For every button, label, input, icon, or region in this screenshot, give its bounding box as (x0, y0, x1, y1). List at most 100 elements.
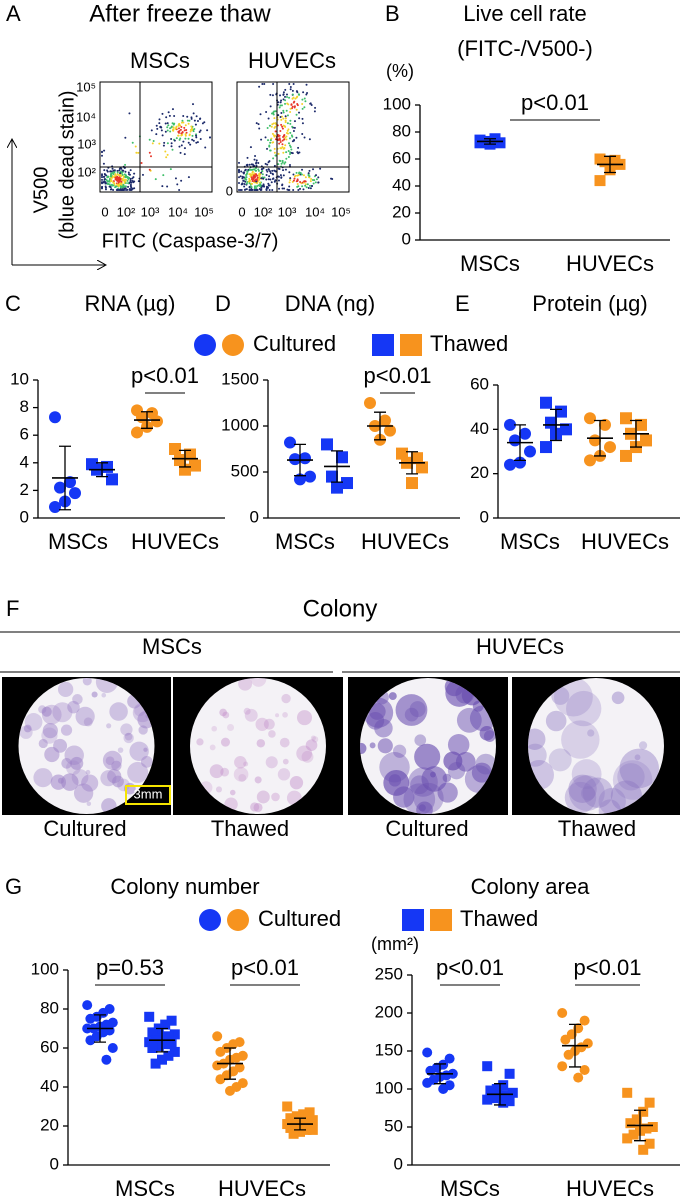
colony-blob (220, 767, 230, 777)
event-dot (270, 181, 273, 184)
event-dot (295, 180, 298, 183)
data-point (326, 470, 338, 483)
event-dot (299, 181, 302, 184)
colony-blob (475, 753, 496, 775)
event-dot (261, 83, 264, 85)
event-dot (116, 169, 119, 172)
event-dot (285, 135, 288, 138)
colony-blob (120, 723, 133, 736)
data-point (579, 1065, 590, 1075)
colony-blob (282, 711, 288, 718)
event-dot (195, 136, 198, 139)
y-tick-label: 80 (40, 998, 59, 1017)
data-point (82, 1000, 93, 1011)
event-dot (248, 182, 251, 185)
event-dot (282, 98, 285, 101)
event-dot (112, 184, 115, 187)
event-dot (266, 163, 269, 166)
event-dot (126, 179, 129, 182)
event-dot (161, 185, 164, 188)
legend-marker (194, 334, 216, 356)
event-dot (308, 169, 311, 172)
event-dot (287, 150, 290, 153)
event-dot (305, 186, 308, 189)
event-dot (269, 170, 272, 173)
event-dot (291, 105, 294, 108)
data-point (498, 1097, 509, 1108)
event-dot (308, 175, 311, 178)
colony-blob (127, 761, 149, 783)
event-dot (277, 138, 280, 141)
colony-blob (566, 690, 602, 727)
event-dot (127, 182, 130, 185)
event-dot (162, 144, 165, 147)
data-point (215, 1046, 226, 1057)
colony-blob (561, 720, 600, 759)
colony-blob (256, 790, 270, 804)
event-dot (297, 93, 300, 96)
event-dot (295, 96, 298, 99)
event-dot (303, 136, 306, 139)
event-dot (305, 83, 308, 86)
chart: G Colony number 0 20 40 60 80 100 MSCs HUVECs p=0.… (5, 874, 330, 1201)
colony-blob (254, 776, 262, 784)
data-point (640, 434, 652, 447)
event-dot (102, 162, 105, 165)
event-dot (255, 178, 258, 181)
event-dot (178, 138, 181, 141)
event-dot (114, 185, 117, 188)
dish (528, 678, 664, 814)
event-dot (137, 180, 140, 183)
panel-title: Colony (303, 595, 378, 622)
colony-blob (305, 739, 318, 751)
colony-blob (296, 710, 313, 726)
event-dot (238, 182, 240, 185)
event-dot (257, 169, 260, 172)
data-point (150, 1058, 161, 1069)
event-dot (314, 106, 317, 109)
event-dot (302, 174, 305, 177)
event-dot (179, 128, 182, 131)
data-point (579, 1015, 590, 1026)
event-dot (137, 151, 140, 154)
event-dot (274, 138, 277, 141)
event-dot (270, 112, 273, 115)
event-dot (283, 187, 286, 190)
colony-blob (243, 761, 249, 767)
panel-letter: G (5, 874, 22, 899)
event-dot (124, 185, 127, 188)
event-dot (290, 148, 293, 151)
event-dot (293, 126, 296, 129)
event-dot (101, 154, 103, 157)
colony-blob (123, 732, 134, 744)
event-dot (309, 187, 312, 190)
panel-letter: E (455, 291, 470, 316)
event-dot (121, 171, 124, 174)
colony-blob (61, 773, 79, 791)
event-dot (315, 174, 318, 177)
event-dot (266, 185, 269, 188)
data-point (474, 137, 486, 149)
event-dot (119, 172, 122, 175)
event-dot (265, 188, 268, 191)
colony-blob (548, 748, 572, 772)
image-label: Thawed (558, 816, 636, 841)
data-point (299, 452, 311, 465)
data-point (573, 1023, 584, 1034)
colony-blob (447, 734, 470, 756)
event-dot (317, 181, 320, 184)
event-dot (273, 169, 276, 172)
colony-blob (102, 750, 123, 770)
event-dot (269, 178, 272, 181)
event-dot (120, 180, 123, 183)
data-point (644, 1138, 655, 1149)
x-tick-label: HUVECs (218, 1176, 306, 1201)
event-dot (123, 180, 126, 183)
event-dot (164, 122, 167, 125)
event-dot (172, 126, 175, 129)
colony-blob (568, 774, 597, 803)
event-dot (195, 134, 198, 137)
data-point (49, 500, 61, 513)
y-tick-label: 10² (77, 164, 96, 179)
legend-label: Cultured (253, 331, 336, 356)
